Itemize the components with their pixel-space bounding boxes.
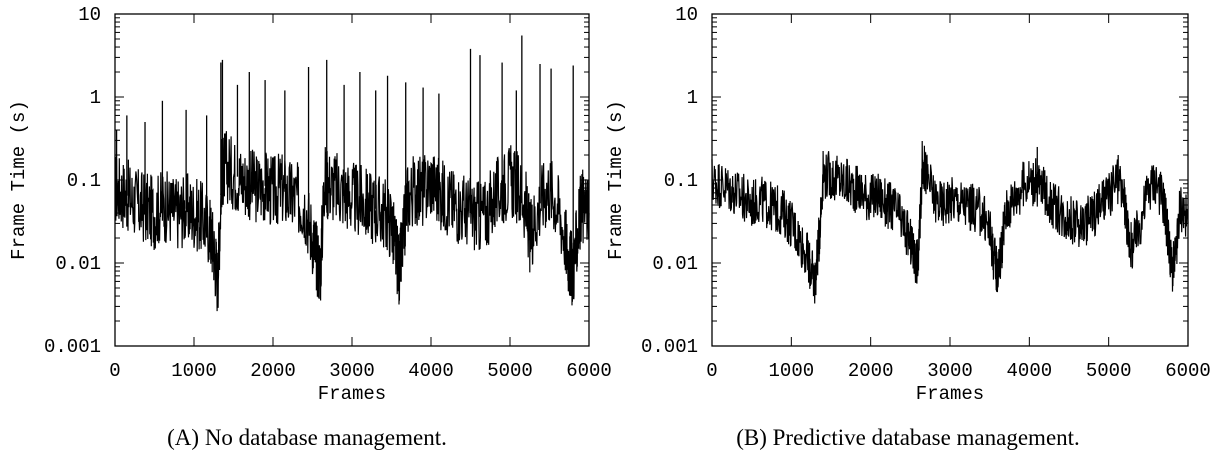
x-ticks-a: 0 1000 2000 3000 4000 5000 6000 [109, 14, 612, 382]
x-tick-label: 5000 [487, 360, 533, 382]
y-tick-label: 1 [90, 87, 101, 109]
x-tick-label: 5000 [1086, 360, 1132, 382]
x-tick-label: 2000 [250, 360, 296, 382]
caption-a: (A) No database management. [167, 425, 447, 450]
y-tick-label: 10 [675, 4, 698, 26]
x-axis-title-b: Frames [916, 383, 984, 405]
series-spikes-b [846, 146, 1119, 184]
y-tick-label: 0.01 [55, 253, 101, 275]
caption-b: (B) Predictive database management. [736, 425, 1080, 450]
y-tick-label: 1 [687, 87, 698, 109]
y-tick-label: 0.001 [641, 336, 698, 358]
x-tick-label: 4000 [1007, 360, 1053, 382]
y-tick-label: 0.001 [44, 336, 101, 358]
x-tick-label: 1000 [171, 360, 217, 382]
x-tick-label: 3000 [329, 360, 375, 382]
series-spikes-a [115, 35, 574, 272]
x-axis-title-a: Frames [318, 383, 386, 405]
series-line-b [711, 140, 1189, 304]
x-tick-label: 4000 [408, 360, 454, 382]
y-tick-label: 0.1 [664, 170, 698, 192]
y-tick-label: 10 [78, 4, 101, 26]
y-axis-title-a: Frame Time (s) [8, 100, 30, 260]
x-tick-label: 6000 [1165, 360, 1211, 382]
chart-panel-a: 0.001 0.01 0.1 1 10 0 1000 2000 3000 4000 5000 600… [8, 4, 612, 450]
x-tick-label: 0 [706, 360, 717, 382]
y-ticks-b: 0.001 0.01 0.1 1 10 [641, 4, 1188, 358]
x-tick-label: 1000 [769, 360, 815, 382]
x-ticks-b: 0 1000 2000 3000 4000 5000 6000 [706, 14, 1211, 382]
x-tick-label: 6000 [566, 360, 612, 382]
x-tick-label: 0 [109, 360, 120, 382]
y-tick-label: 0.1 [67, 170, 101, 192]
chart-panel-b: 0.001 0.01 0.1 1 10 0 1000 2000 3000 4000 5000 600… [605, 4, 1211, 450]
x-tick-label: 3000 [927, 360, 973, 382]
y-axis-title-b: Frame Time (s) [605, 100, 627, 260]
y-tick-label: 0.01 [652, 253, 698, 275]
y-ticks-a: 0.001 0.01 0.1 1 10 [44, 4, 589, 358]
x-tick-label: 2000 [848, 360, 894, 382]
